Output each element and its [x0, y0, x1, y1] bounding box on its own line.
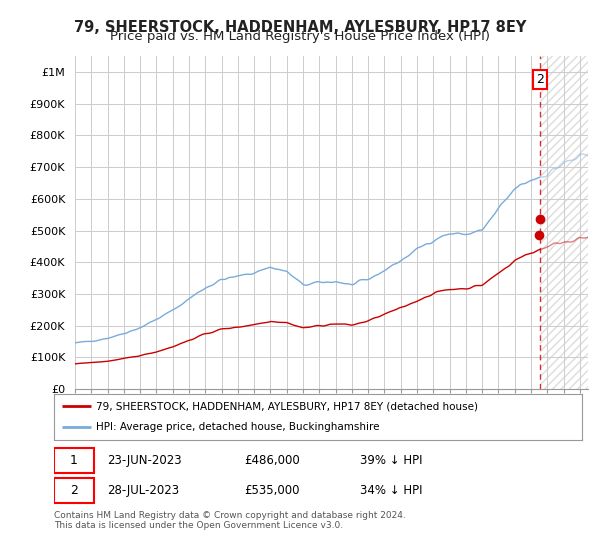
Text: £486,000: £486,000 [244, 454, 300, 467]
Text: 2: 2 [536, 73, 544, 86]
Bar [540, 56, 588, 389]
Text: Price paid vs. HM Land Registry's House Price Index (HPI): Price paid vs. HM Land Registry's House … [110, 30, 490, 43]
FancyBboxPatch shape [54, 448, 94, 473]
Text: HPI: Average price, detached house, Buckinghamshire: HPI: Average price, detached house, Buck… [96, 422, 380, 432]
Text: 34% ↓ HPI: 34% ↓ HPI [360, 484, 423, 497]
Text: 1: 1 [70, 454, 78, 467]
FancyBboxPatch shape [54, 478, 94, 503]
Text: 79, SHEERSTOCK, HADDENHAM, AYLESBURY, HP17 8EY: 79, SHEERSTOCK, HADDENHAM, AYLESBURY, HP… [74, 20, 526, 35]
Text: 23-JUN-2023: 23-JUN-2023 [107, 454, 181, 467]
Text: 2: 2 [70, 484, 78, 497]
Text: 79, SHEERSTOCK, HADDENHAM, AYLESBURY, HP17 8EY (detached house): 79, SHEERSTOCK, HADDENHAM, AYLESBURY, HP… [96, 401, 478, 411]
Text: 28-JUL-2023: 28-JUL-2023 [107, 484, 179, 497]
Text: £535,000: £535,000 [244, 484, 299, 497]
Text: Contains HM Land Registry data © Crown copyright and database right 2024.
This d: Contains HM Land Registry data © Crown c… [54, 511, 406, 530]
Text: 39% ↓ HPI: 39% ↓ HPI [360, 454, 423, 467]
